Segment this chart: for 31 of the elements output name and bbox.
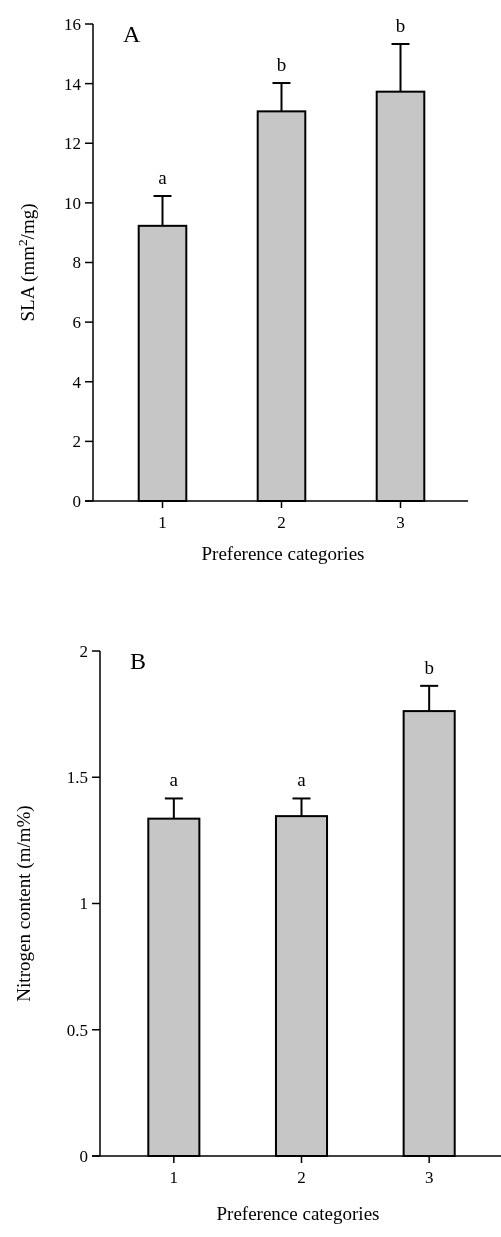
y-tick-label: 0 — [72, 491, 81, 511]
annotation: a — [169, 769, 179, 791]
x-axis-title: Preference categories — [216, 1203, 380, 1224]
y-tick-label: 14 — [64, 74, 82, 94]
y-tick-label: 1 — [79, 894, 88, 914]
x-tick-label: 3 — [424, 1168, 434, 1187]
annotation: b — [424, 656, 434, 678]
y-tick-label: 12 — [64, 134, 81, 154]
y-axis-title: Nitrogen content (m/m%) — [13, 805, 35, 1002]
y-tick-label: 0.5 — [66, 1020, 88, 1040]
x-tick-label: 2 — [277, 513, 286, 532]
y-tick-label: 2 — [79, 641, 88, 661]
x-tick-label: 1 — [158, 513, 167, 532]
annotation: a — [158, 167, 168, 189]
y-tick-label: 2 — [72, 432, 81, 452]
y-tick-label: 6 — [72, 313, 81, 333]
annotation: b — [395, 14, 406, 36]
annotation: a — [297, 769, 307, 791]
y-tick-label: 16 — [64, 14, 81, 34]
x-tick-label: 2 — [297, 1168, 306, 1187]
x-tick-label: 1 — [169, 1168, 179, 1187]
y-tick-label: 10 — [64, 193, 81, 213]
annotation: B — [130, 648, 147, 674]
y-tick-label: 4 — [72, 372, 82, 392]
annotation: b — [276, 54, 287, 76]
x-axis-title: Preference categories — [201, 543, 365, 564]
y-tick-label: 0 — [79, 1146, 88, 1166]
y-tick-label: 1.5 — [66, 768, 88, 788]
y-tick-label: 8 — [72, 253, 81, 273]
annotation: A — [123, 21, 141, 47]
x-tick-label: 3 — [396, 513, 405, 532]
